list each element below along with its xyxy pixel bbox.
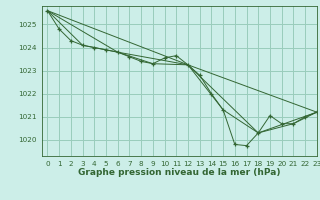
X-axis label: Graphe pression niveau de la mer (hPa): Graphe pression niveau de la mer (hPa)	[78, 168, 280, 177]
